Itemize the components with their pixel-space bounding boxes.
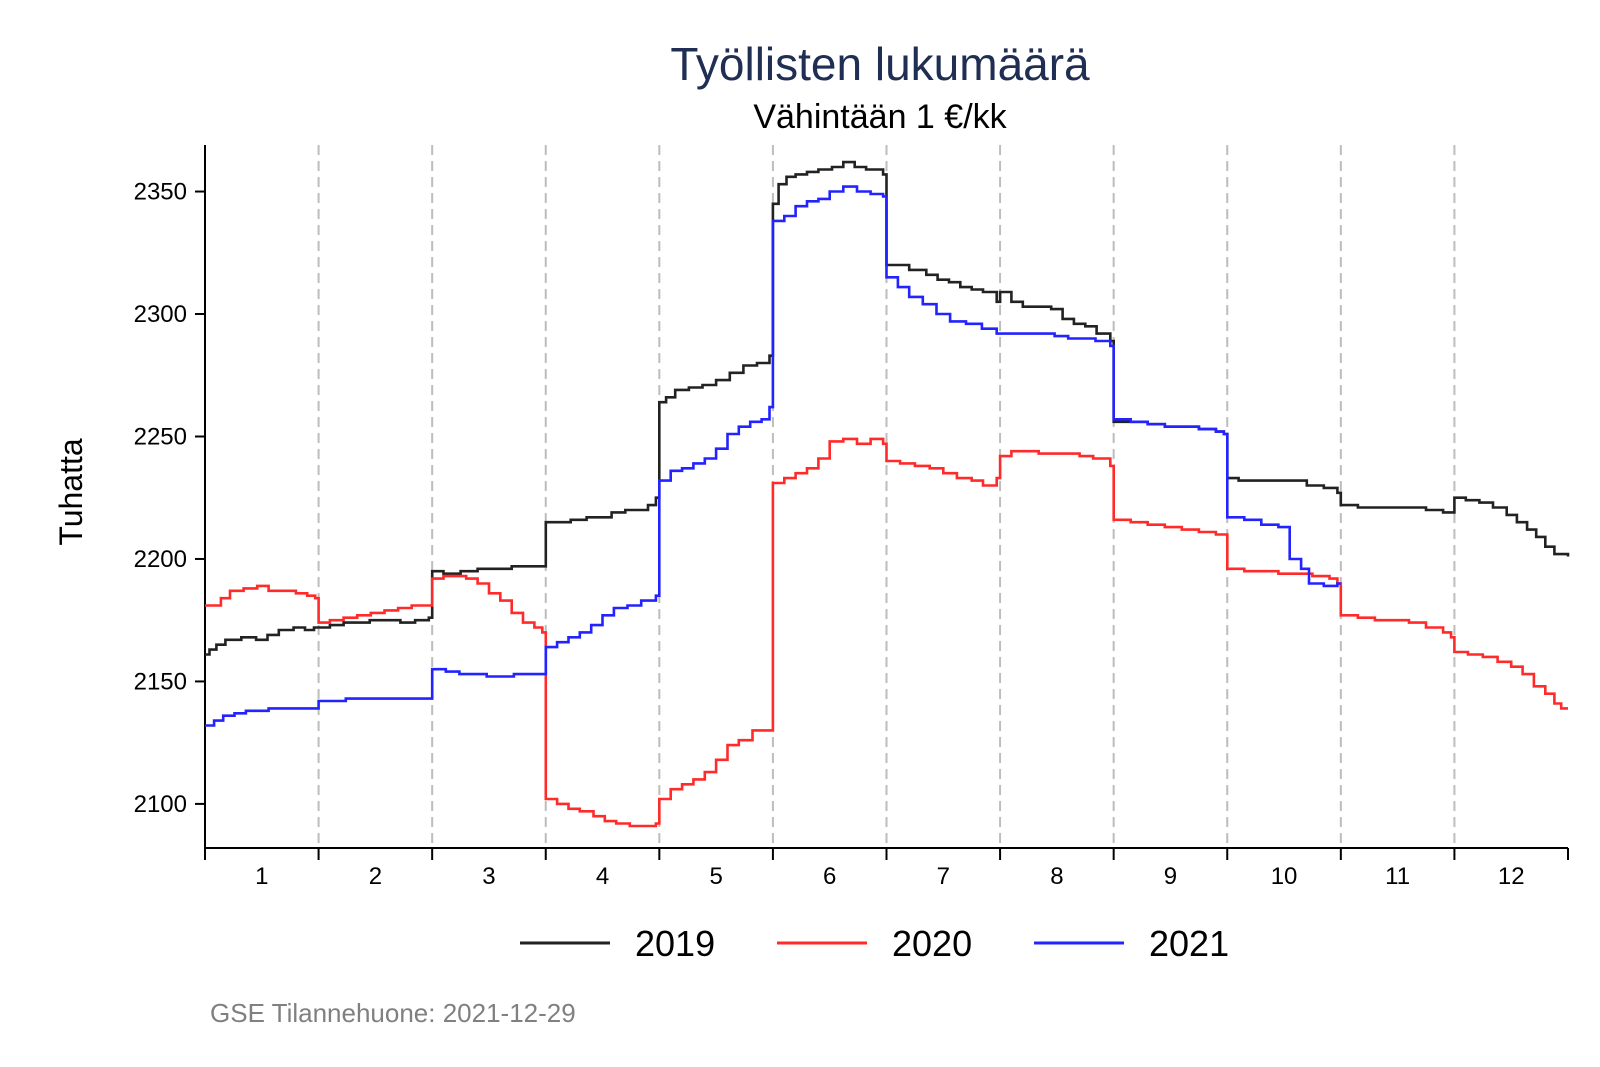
series-line-2019 [205,160,1570,656]
y-axis-label: Tuhatta [53,438,89,546]
y-tick-label-2300: 2300 [134,301,187,328]
y-tick-label-2100: 2100 [134,791,187,818]
y-tick-label-2350: 2350 [134,179,187,206]
source-note: GSE Tilannehuone: 2021-12-29 [210,998,576,1028]
x-tick-label-9: 9 [1164,863,1177,890]
x-tick-label-7: 7 [937,863,950,890]
legend: 2019 2020 2021 [520,923,1229,964]
x-tick-label-4: 4 [596,863,609,890]
x-tick-label-1: 1 [255,863,268,890]
y-tick-label-2150: 2150 [134,668,187,695]
x-tick-label-2: 2 [369,863,382,890]
x-tick-label-11: 11 [1385,863,1410,890]
series-line-2021 [205,185,1341,727]
legend-label-2021: 2021 [1149,923,1229,964]
x-tick-label-5: 5 [709,863,722,890]
y-tick-label-2250: 2250 [134,423,187,450]
x-tick-label-12: 12 [1498,863,1525,890]
x-tick-label-3: 3 [482,863,495,890]
x-tick-label-6: 6 [823,863,836,890]
x-tick-label-8: 8 [1050,863,1063,890]
y-tick-label-2200: 2200 [134,546,187,573]
chart-subtitle: Vähintään 1 €/kk [753,98,1007,136]
x-tick-label-10: 10 [1271,863,1298,890]
series-lines [205,160,1570,828]
legend-label-2020: 2020 [892,923,972,964]
legend-label-2019: 2019 [635,923,715,964]
chart-title: Työllisten lukumäärä [670,38,1090,90]
